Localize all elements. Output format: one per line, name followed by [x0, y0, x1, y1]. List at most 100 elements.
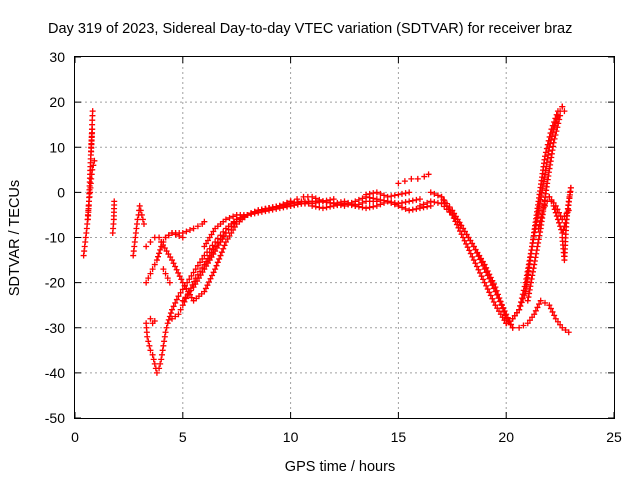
data-point: [170, 260, 177, 267]
data-point: [312, 195, 319, 202]
data-point: [201, 288, 208, 295]
data-point: [373, 189, 380, 196]
data-point: [150, 356, 157, 363]
series-arc-k: [160, 266, 173, 286]
x-axis-label: GPS time / hours: [285, 459, 395, 475]
data-point: [445, 205, 452, 212]
data-point: [490, 298, 497, 305]
data-point: [466, 247, 473, 254]
data-point: [409, 197, 416, 204]
data-point: [258, 206, 265, 213]
data-point: [457, 228, 463, 235]
y-tick-label: -50: [45, 410, 65, 426]
data-point: [559, 103, 566, 110]
data-point: [316, 196, 323, 203]
data-point: [185, 290, 192, 297]
data-point: [194, 262, 201, 269]
data-point: [492, 284, 499, 291]
data-point: [449, 211, 456, 218]
data-point: [188, 294, 195, 301]
data-point: [199, 269, 206, 276]
data-point: [146, 342, 153, 349]
data-point: [230, 213, 237, 220]
data-point: [550, 202, 557, 209]
data-point: [159, 347, 166, 354]
data-point: [334, 202, 341, 209]
data-point: [221, 232, 228, 239]
data-point: [536, 301, 543, 308]
data-point: [201, 252, 208, 259]
data-point: [520, 287, 527, 294]
data-point: [165, 251, 172, 258]
data-point: [406, 198, 413, 205]
data-point: [172, 313, 179, 320]
data-point: [501, 317, 508, 324]
data-point: [213, 262, 220, 269]
data-point: [203, 263, 210, 270]
data-point: [559, 324, 566, 331]
data-point: [431, 190, 438, 197]
data-point: [201, 266, 208, 273]
data-point: [212, 266, 219, 273]
data-point: [381, 192, 388, 199]
data-point: [197, 272, 204, 279]
y-tick-label: 20: [49, 94, 65, 110]
data-point: [210, 251, 217, 258]
data-point: [553, 213, 560, 220]
data-point: [160, 342, 167, 349]
data-point: [363, 191, 370, 198]
data-point: [521, 283, 528, 290]
data-point: [156, 250, 163, 257]
data-point: [167, 310, 174, 317]
series-arc-q: [363, 189, 413, 200]
data-point: [551, 135, 558, 142]
data-point: [490, 280, 497, 287]
data-point: [542, 202, 549, 209]
data-point: [402, 190, 409, 197]
data-point: [161, 245, 168, 252]
y-tick-label: 10: [49, 139, 65, 155]
data-point: [538, 213, 545, 220]
data-point: [450, 215, 457, 222]
axis-tick-labels: 0 5 10 15 20 25 -50 -40 -30 -20 -10 0 10 20 30: [45, 49, 622, 445]
data-point: [161, 338, 168, 345]
data-point: [463, 240, 470, 247]
data-point: [188, 272, 195, 279]
data-point: [140, 220, 147, 227]
y-tick-label: -10: [45, 230, 65, 246]
data-point: [192, 281, 199, 288]
data-point: [151, 360, 158, 367]
data-point: [179, 297, 186, 304]
data-point: [137, 207, 144, 214]
data-point: [359, 195, 366, 202]
data-point: [561, 108, 568, 115]
data-point: [205, 278, 212, 285]
data-point: [546, 193, 553, 200]
data-point: [453, 221, 460, 228]
data-point: [345, 201, 352, 208]
data-point: [478, 273, 485, 280]
data-point: [532, 307, 539, 314]
data-point: [537, 217, 544, 224]
data-point: [416, 196, 423, 203]
data-point: [206, 257, 213, 264]
data-point: [216, 255, 223, 262]
data-point: [147, 270, 154, 277]
data-point: [495, 291, 502, 298]
data-point: [460, 234, 467, 241]
data-point: [197, 259, 204, 266]
data-point: [262, 205, 269, 212]
data-point: [162, 329, 169, 336]
data-point: [395, 180, 402, 187]
data-point: [366, 204, 373, 211]
data-point: [173, 266, 180, 273]
data-point: [398, 204, 405, 211]
data-point: [151, 261, 158, 268]
data-point: [413, 205, 420, 212]
data-point: [190, 269, 197, 276]
data-point: [355, 196, 362, 203]
data-point: [464, 244, 471, 251]
data-point: [218, 249, 225, 256]
data-point: [567, 184, 574, 191]
data-point: [319, 198, 326, 205]
